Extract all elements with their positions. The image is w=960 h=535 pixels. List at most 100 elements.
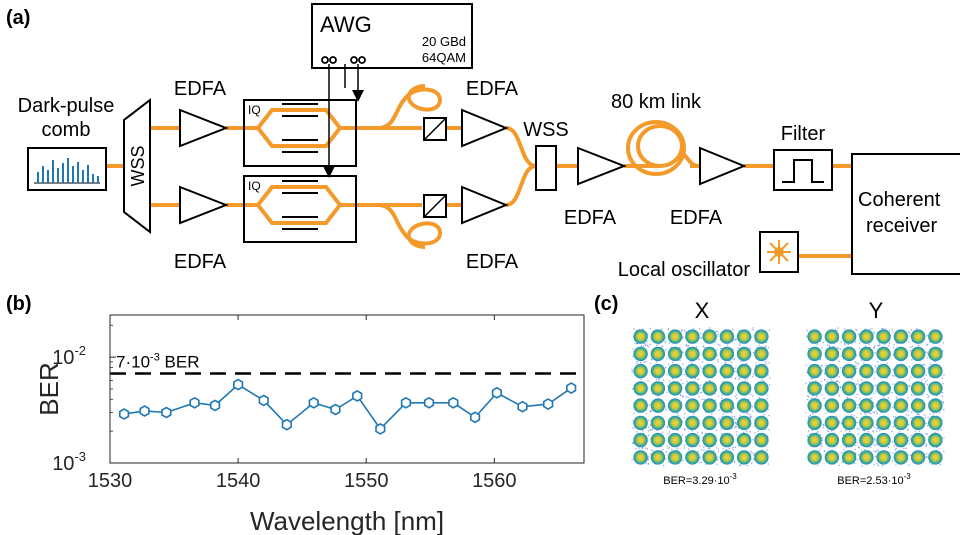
constellation-symbol (893, 381, 909, 396)
noise-point (838, 464, 840, 467)
noise-point (680, 379, 682, 381)
noise-point (871, 327, 873, 330)
noise-point (907, 429, 910, 431)
noise-point (739, 345, 741, 347)
noise-point (942, 402, 945, 404)
noise-point (736, 394, 738, 396)
noise-point (708, 327, 711, 329)
noise-point (892, 452, 894, 455)
noise-point (730, 361, 733, 364)
constellation-symbol (702, 398, 717, 413)
constellation-symbol (807, 450, 822, 465)
noise-point (649, 424, 652, 426)
noise-point (857, 454, 860, 456)
noise-point (855, 397, 857, 399)
noise-point (687, 448, 690, 450)
noise-point (751, 405, 753, 408)
noise-point (895, 464, 897, 466)
noise-point (734, 395, 737, 398)
constellation-symbol (719, 381, 735, 396)
awg-format: 64QAM (422, 50, 466, 65)
data-point (209, 399, 221, 412)
noise-point (908, 379, 910, 381)
noise-point (823, 397, 825, 399)
constellation-symbol (736, 450, 752, 465)
noise-point (648, 404, 651, 406)
noise-point (733, 418, 735, 420)
noise-point (715, 429, 718, 432)
noise-point (839, 421, 841, 423)
noise-point (892, 426, 895, 428)
noise-point (857, 333, 859, 335)
noise-point (815, 395, 818, 398)
constellation-symbol (685, 415, 700, 431)
noise-point (700, 337, 703, 339)
constellation-symbol (685, 329, 700, 344)
noise-point (806, 398, 809, 401)
noise-point (826, 380, 828, 382)
noise-point (685, 330, 687, 333)
noise-point (911, 345, 913, 348)
noise-point (825, 412, 827, 414)
noise-point (714, 399, 717, 401)
data-point (330, 403, 341, 416)
noise-point (720, 428, 722, 430)
noise-point (757, 430, 760, 432)
noise-point (662, 431, 664, 433)
noise-point (856, 393, 859, 396)
constellation-x (631, 327, 771, 467)
noise-point (821, 445, 823, 447)
data-point (139, 405, 150, 417)
noise-point (649, 343, 651, 346)
noise-point (633, 412, 635, 414)
noise-point (666, 445, 668, 448)
noise-point (806, 435, 809, 437)
noise-point (892, 368, 894, 370)
noise-point (631, 371, 633, 373)
noise-point (873, 392, 875, 395)
noise-point (929, 413, 931, 415)
noise-point (768, 414, 770, 417)
noise-point (909, 332, 911, 334)
noise-point (873, 411, 876, 414)
noise-point (826, 344, 829, 346)
noise-point (679, 394, 682, 396)
noise-point (836, 380, 838, 382)
noise-point (856, 416, 858, 419)
noise-point (641, 429, 644, 432)
constellation-symbol (928, 381, 943, 396)
noise-point (752, 395, 754, 397)
noise-point (713, 450, 715, 452)
noise-point (682, 363, 684, 365)
panel-c-label: (c) (594, 293, 618, 315)
noise-point (861, 379, 863, 381)
noise-point (645, 361, 647, 363)
noise-point (685, 396, 687, 398)
noise-point (668, 446, 670, 449)
noise-point (873, 463, 875, 466)
noise-point (917, 413, 919, 415)
noise-point (699, 327, 701, 330)
noise-point (925, 445, 927, 447)
noise-point (875, 451, 877, 453)
comb-label-line1: Dark-pulse (18, 95, 115, 117)
data-point (161, 406, 172, 419)
noise-point (939, 464, 941, 466)
ber-chart: 7·10-3 BER 1530 1540 1550 1560 10-3 10-2 Wavele… (34, 314, 585, 535)
constellation-symbol (859, 381, 874, 396)
noise-point (703, 446, 705, 448)
constellation-symbol (893, 450, 909, 465)
noise-point (908, 443, 911, 445)
constellation-symbol (719, 415, 735, 431)
noise-point (823, 404, 825, 406)
noise-point (645, 463, 647, 465)
noise-point (750, 416, 753, 418)
comb-display (27, 147, 107, 191)
constellation-symbol (841, 381, 857, 396)
noise-point (843, 342, 846, 345)
noise-point (908, 341, 910, 343)
noise-point (821, 347, 823, 349)
noise-point (646, 341, 648, 343)
noise-point (732, 358, 735, 361)
noise-point (879, 429, 881, 432)
